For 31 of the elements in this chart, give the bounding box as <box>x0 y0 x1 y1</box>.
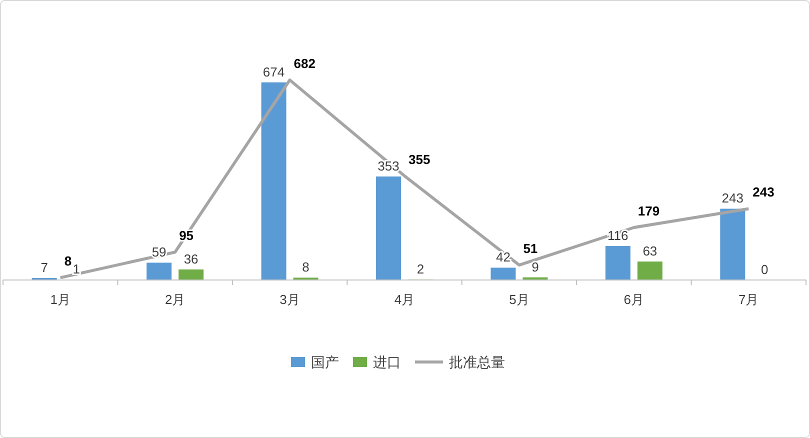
data-label: 1 <box>72 262 80 277</box>
x-tick-label: 2月 <box>164 292 186 307</box>
data-label: 682 <box>294 56 316 71</box>
data-label: 9 <box>532 259 539 274</box>
data-label: 243 <box>752 184 774 200</box>
legend-label: 批准总量 <box>449 354 505 370</box>
data-label: 42 <box>496 250 510 265</box>
data-label: 0 <box>761 262 768 277</box>
data-label: 355 <box>408 152 430 167</box>
data-label: 674 <box>262 64 285 80</box>
x-tick-label: 6月 <box>624 292 644 307</box>
data-label: 179 <box>638 204 660 219</box>
data-label: 63 <box>642 244 658 259</box>
legend-label: 国产 <box>311 354 339 370</box>
x-tick-label: 1月 <box>50 292 70 307</box>
data-label: 8 <box>64 254 72 269</box>
data-label: 8 <box>302 260 310 275</box>
x-tick-label: 4月 <box>394 292 415 307</box>
data-label: 95 <box>179 228 194 244</box>
data-label: 243 <box>722 190 744 206</box>
legend-label: 进口 <box>373 354 401 370</box>
data-label: 2 <box>416 261 424 276</box>
data-label: 51 <box>523 241 538 256</box>
x-tick-label: 3月 <box>280 292 300 307</box>
x-tick-label: 7月 <box>738 292 759 307</box>
data-label: 59 <box>152 244 166 260</box>
data-label: 7 <box>40 260 48 275</box>
x-tick-label: 5月 <box>509 292 530 307</box>
data-label: 353 <box>378 158 400 174</box>
data-label: 36 <box>184 251 198 266</box>
data-label: 116 <box>608 228 628 243</box>
